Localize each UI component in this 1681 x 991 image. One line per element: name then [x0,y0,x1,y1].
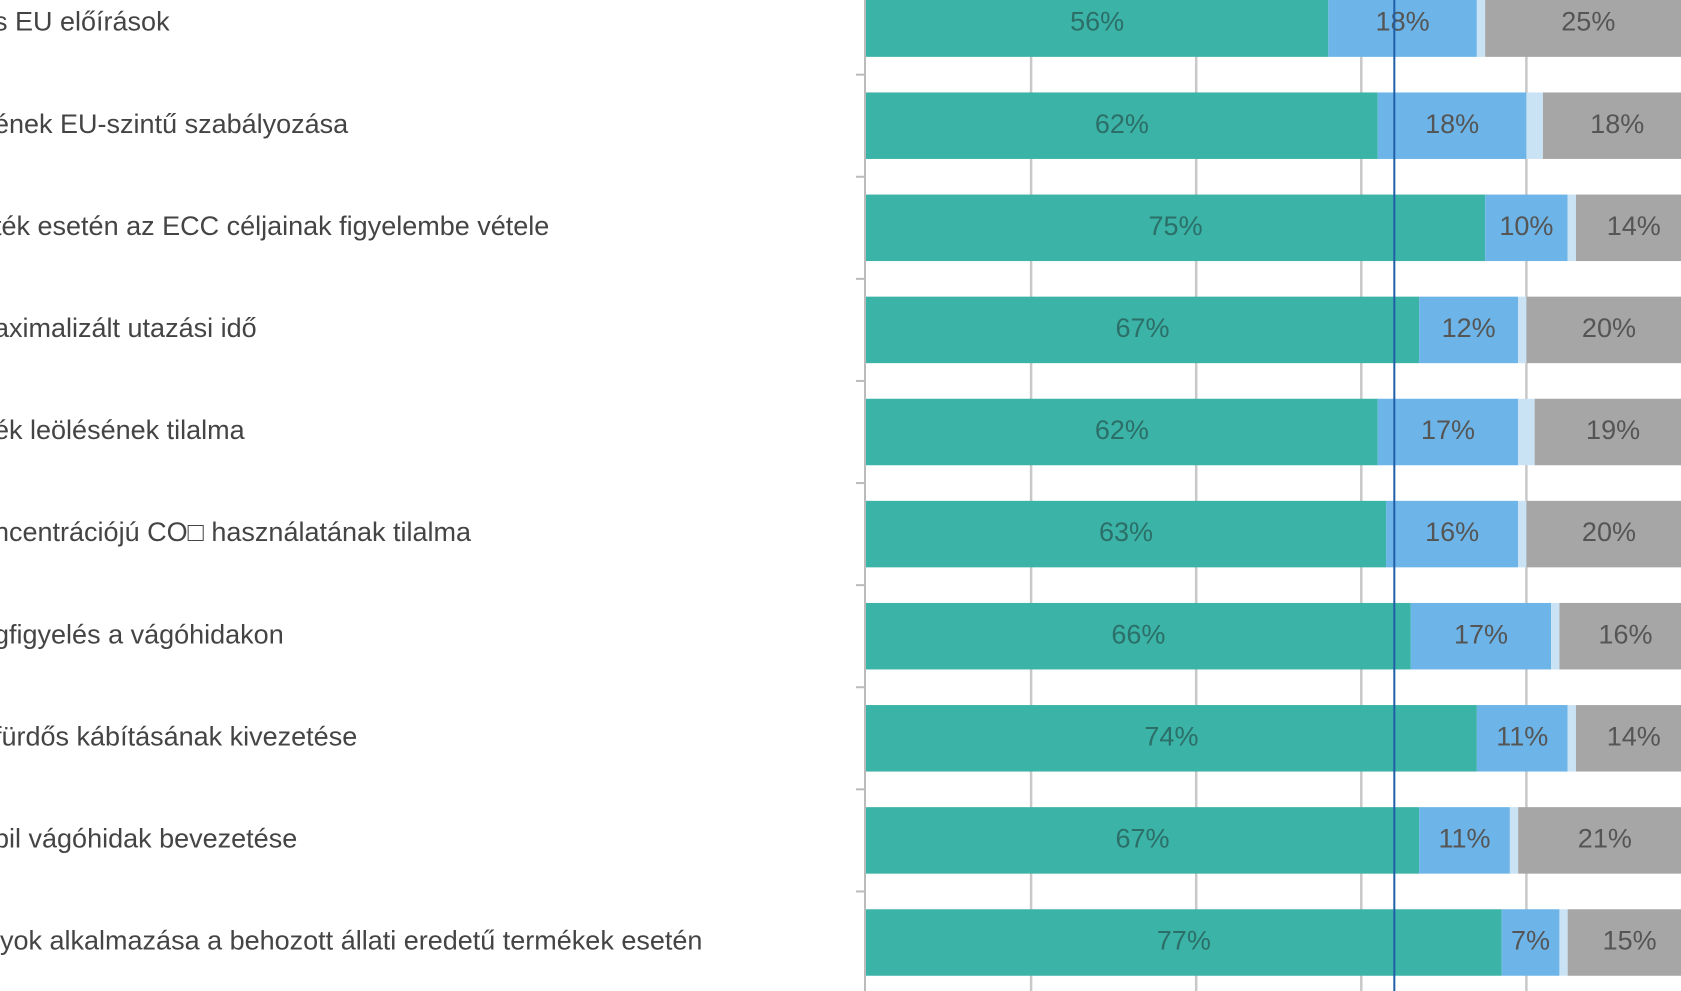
bar-segment [1386,500,1519,568]
category-label: ték esetén az ECC céljainak figyelembe v… [0,211,549,241]
category-label: fürdős kábításának kivezetése [0,721,357,751]
bar-segment [1485,0,1681,57]
category-label: ncentrációjú CO□ használatának tilalma [0,517,472,547]
data-label: 16% [1425,517,1479,547]
bar-segment [1567,705,1576,772]
bar-segment [1328,0,1477,57]
data-label: 14% [1607,721,1661,751]
data-label: 77% [1157,926,1211,956]
bar-segment [1419,296,1519,364]
data-label: 14% [1607,211,1661,241]
data-label: 20% [1582,313,1636,343]
category-label: aximalizált utazási idő [0,313,257,343]
bar-segment [866,602,1411,670]
bar-segment [1559,602,1681,670]
data-label: 62% [1095,109,1149,139]
data-label: 10% [1499,211,1553,241]
data-label: 7% [1511,926,1550,956]
bar-segment [866,500,1387,568]
data-label: 74% [1144,721,1198,751]
bar-segment [1567,194,1576,262]
data-label: 20% [1582,517,1636,547]
data-label: 75% [1149,211,1203,241]
data-label: 67% [1116,313,1170,343]
data-label: 11% [1496,721,1548,751]
bar-segment [1518,807,1681,874]
bar-segment [1509,807,1519,874]
category-label: ének EU-szintű szabályozása [0,109,349,139]
bar-segment [866,807,1420,874]
data-label: 18% [1376,7,1430,37]
bar-segment [1485,194,1568,262]
bar-segment [1575,194,1681,262]
bar-segment [1518,296,1527,364]
data-label: 17% [1454,619,1508,649]
data-label: 17% [1421,415,1475,445]
category-label: ék leölésének tilalma [0,415,246,445]
data-label: 66% [1111,619,1165,649]
bar-segment [1518,500,1527,568]
data-label: 18% [1590,109,1644,139]
bar-segment [1377,92,1527,159]
data-label: 11% [1438,824,1490,854]
data-label: 19% [1586,415,1640,445]
data-label: 12% [1442,313,1496,343]
bar-segment [866,296,1420,364]
bar-segment [1534,398,1681,466]
bar-segment [1476,705,1568,772]
bar-segment [866,92,1378,159]
bar-segment [1575,705,1681,772]
bar-segment [866,398,1378,466]
bar-segment [866,909,1502,976]
bar-segment [1567,909,1681,976]
data-label: 16% [1598,619,1652,649]
category-label: s EU előírások [0,7,170,37]
data-label: 18% [1425,109,1479,139]
bar-segment [1526,296,1681,364]
bar-segment [1476,0,1486,57]
bar-segment [866,194,1486,262]
bar-segment [1542,92,1681,159]
bar-segment [1410,602,1552,670]
bar-segment [1518,398,1535,466]
category-label: bil vágóhidak bevezetése [0,824,297,854]
data-label: 25% [1561,7,1615,37]
data-label: 67% [1116,824,1170,854]
bar-segment [1419,807,1510,874]
bar-segment [1559,909,1568,976]
bar-segment [866,0,1329,57]
bar-segment [1551,602,1560,670]
bar-segment [1526,92,1543,159]
data-label: 63% [1099,517,1153,547]
bar-segment [1501,909,1560,976]
bar-segment [1377,398,1519,466]
data-label: 56% [1070,7,1124,37]
data-label: 15% [1603,926,1657,956]
data-label: 21% [1578,824,1632,854]
bar-segment [866,705,1477,772]
bar-segment [1526,500,1681,568]
data-label: 62% [1095,415,1149,445]
category-label: gfigyelés a vágóhidakon [0,619,284,649]
category-label: lyok alkalmazása a behozott állati erede… [0,926,702,956]
